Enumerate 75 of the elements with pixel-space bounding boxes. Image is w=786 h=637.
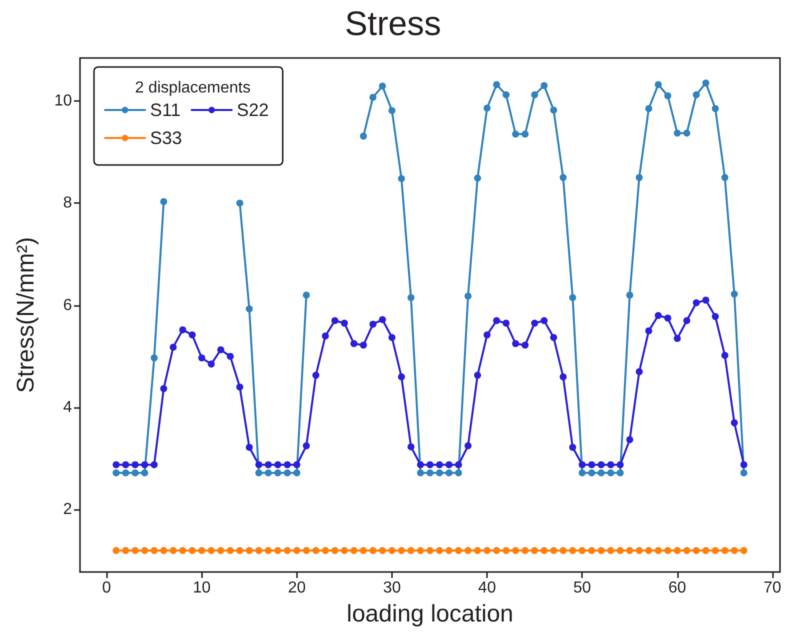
x-tick-label: 0 xyxy=(102,580,112,596)
point xyxy=(369,94,376,101)
point xyxy=(607,469,614,476)
point xyxy=(522,130,529,138)
point xyxy=(588,469,596,476)
point xyxy=(683,130,690,137)
x-tick-label: 10 xyxy=(192,580,211,596)
point xyxy=(474,174,482,182)
point xyxy=(692,91,700,98)
point xyxy=(493,81,500,88)
point xyxy=(598,469,605,476)
point xyxy=(645,105,652,112)
point xyxy=(293,469,300,476)
point xyxy=(274,469,282,476)
point xyxy=(740,469,748,476)
legend-label: S11 xyxy=(150,100,181,120)
point xyxy=(721,174,728,182)
point xyxy=(264,469,272,476)
y-tick-label: 2 xyxy=(63,501,72,518)
point xyxy=(446,469,453,476)
point xyxy=(302,292,310,299)
y-axis-title: Stress(N/mm²) xyxy=(12,237,40,393)
point xyxy=(664,92,672,100)
point xyxy=(398,175,405,182)
point xyxy=(674,130,681,137)
chart-title: Stress xyxy=(344,5,442,43)
point xyxy=(436,469,444,476)
point xyxy=(388,107,396,114)
x-tick-label: 20 xyxy=(288,580,306,596)
point xyxy=(712,105,719,112)
point xyxy=(160,198,168,206)
x-axis-title: loading location xyxy=(346,600,514,628)
point xyxy=(416,469,424,476)
x-tick-label: 30 xyxy=(383,580,401,596)
point xyxy=(284,469,291,476)
y-tick-label: 10 xyxy=(54,92,72,110)
point xyxy=(455,469,462,476)
point xyxy=(636,174,643,182)
legend-label: S22 xyxy=(236,100,269,120)
point xyxy=(730,290,738,298)
point xyxy=(502,91,510,98)
x-tick-label: 50 xyxy=(573,580,592,596)
point xyxy=(512,130,520,138)
point xyxy=(236,200,244,207)
point xyxy=(112,469,120,476)
point xyxy=(407,294,414,302)
point xyxy=(246,305,253,312)
y-tick-label: 8 xyxy=(63,194,72,212)
point xyxy=(654,81,662,88)
point xyxy=(378,82,386,90)
point xyxy=(616,469,624,476)
point xyxy=(141,469,148,476)
x-tick-label: 60 xyxy=(668,580,686,596)
point xyxy=(540,82,548,90)
point xyxy=(122,469,130,476)
point xyxy=(626,292,634,299)
legend-label: S33 xyxy=(150,128,182,148)
point xyxy=(150,354,158,362)
point xyxy=(578,469,586,476)
point xyxy=(560,174,567,182)
point xyxy=(255,469,262,476)
point xyxy=(550,106,558,114)
point xyxy=(531,91,538,98)
point xyxy=(569,294,576,302)
point xyxy=(360,132,367,140)
point xyxy=(702,80,710,87)
point xyxy=(484,104,491,112)
x-tick-label: 70 xyxy=(763,580,782,596)
point xyxy=(426,469,434,476)
x-tick-label: 40 xyxy=(478,580,496,596)
y-tick-label: 4 xyxy=(63,398,72,416)
legend-title: 2 displacements xyxy=(135,80,251,96)
y-tick-label: 6 xyxy=(63,296,72,314)
point xyxy=(464,292,472,300)
point xyxy=(132,469,139,476)
